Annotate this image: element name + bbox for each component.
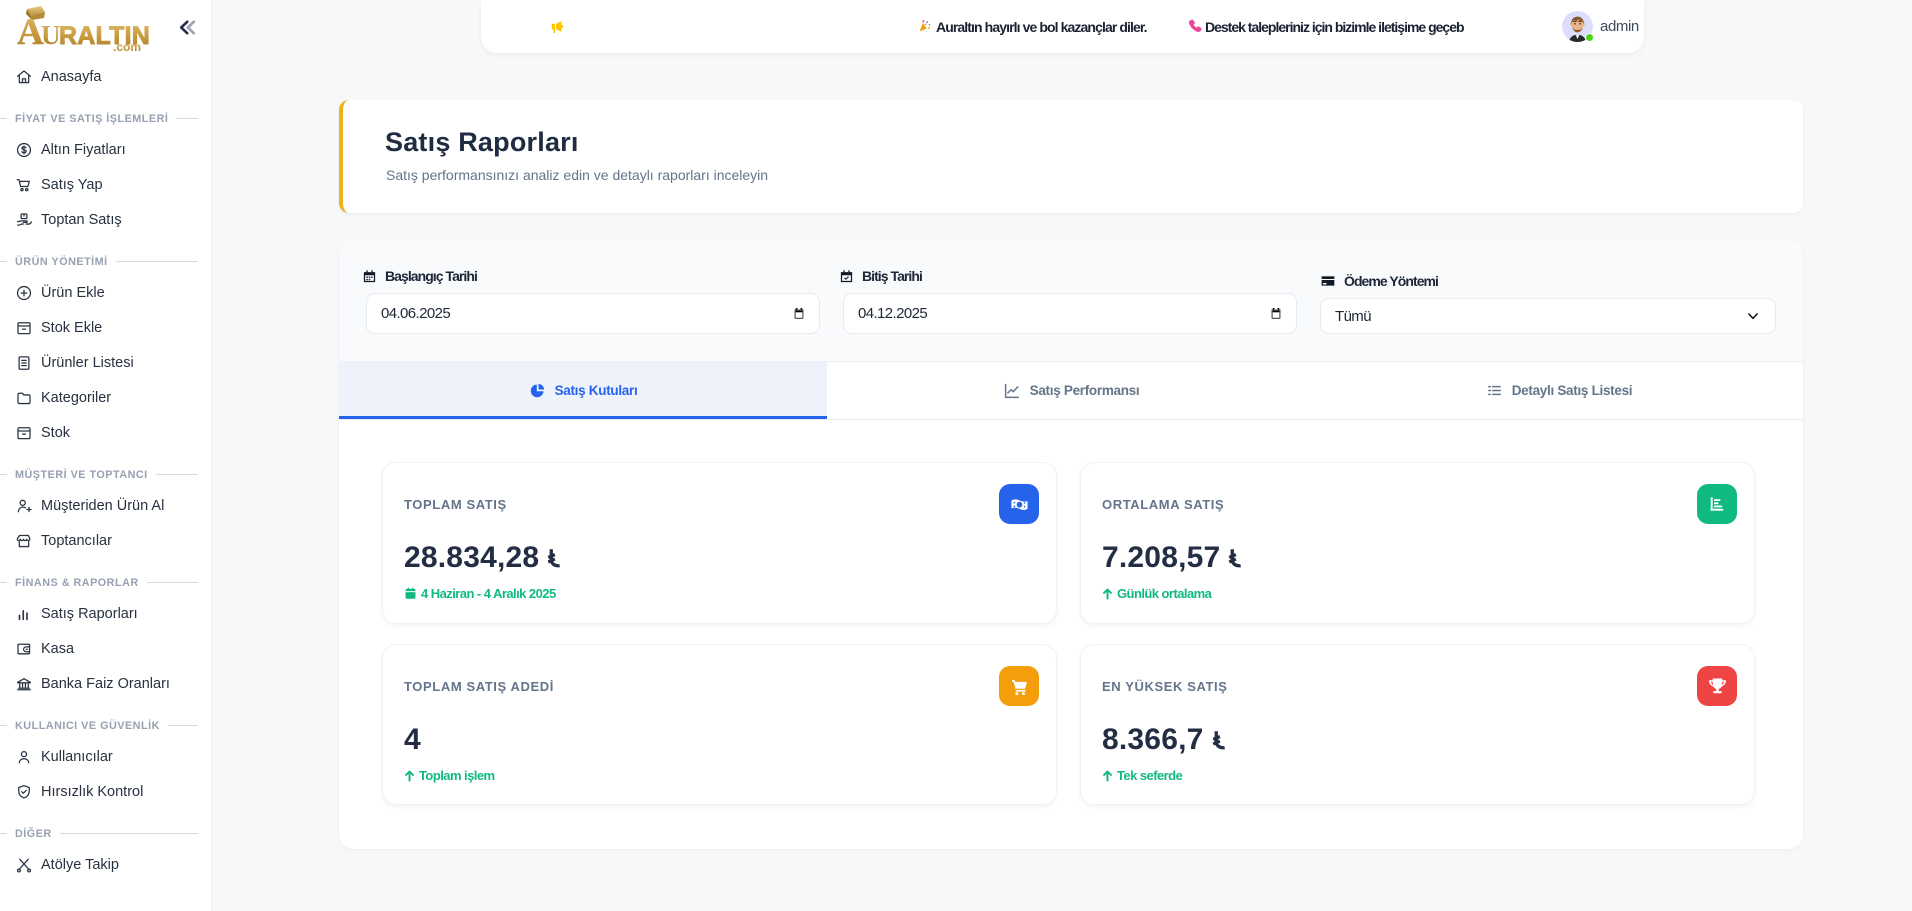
svg-text:RALTIN: RALTIN: [59, 22, 150, 50]
svg-text:A: A: [17, 12, 44, 53]
svg-text:.com: .com: [113, 40, 141, 54]
svg-text:U: U: [41, 20, 61, 50]
